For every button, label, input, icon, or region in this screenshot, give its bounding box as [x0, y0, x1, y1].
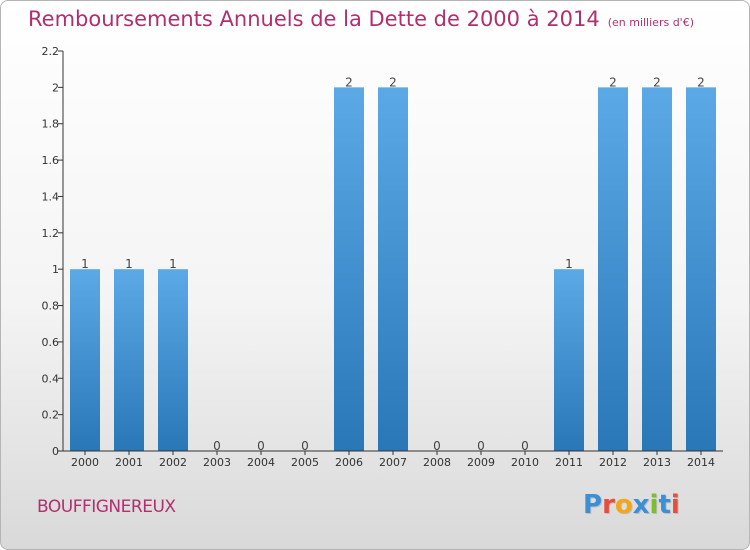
x-tick-label: 2008	[423, 456, 451, 469]
y-tick-label: 0.4	[42, 372, 60, 385]
y-tick-label: 1	[52, 263, 59, 276]
data-label: 2	[697, 75, 705, 89]
y-tick-label: 0.2	[42, 409, 60, 422]
bar	[334, 87, 364, 451]
logo-letter: r	[602, 490, 615, 520]
data-label: 2	[609, 75, 617, 89]
y-tick-label: 1.2	[42, 227, 60, 240]
data-label: 0	[213, 439, 221, 453]
logo-letter: P	[583, 490, 603, 520]
logo-letter: i	[649, 490, 659, 520]
y-tick-label: 2	[52, 81, 59, 94]
data-label: 0	[257, 439, 265, 453]
x-tick-label: 2010	[511, 456, 539, 469]
logo-letter: t	[658, 490, 671, 520]
x-tick-label: 2011	[555, 456, 583, 469]
y-tick-label: 1.8	[42, 118, 60, 131]
x-tick-label: 2000	[71, 456, 99, 469]
commune-name: BOUFFIGNEREUX	[37, 497, 176, 517]
bar	[378, 87, 408, 451]
proxiti-logo[interactable]: Proxiti	[583, 490, 680, 520]
x-tick-label: 2004	[247, 456, 275, 469]
bar	[686, 87, 716, 451]
data-label: 2	[345, 75, 353, 89]
y-tick-label: 0.6	[42, 336, 60, 349]
data-label: 1	[169, 257, 177, 271]
y-tick-label: 0	[52, 445, 59, 458]
bar	[554, 269, 584, 451]
x-tick-label: 2003	[203, 456, 231, 469]
y-tick-label: 1.6	[42, 154, 60, 167]
chart-title-text: Remboursements Annuels de la Dette de 20…	[28, 7, 600, 31]
bar	[642, 87, 672, 451]
bars-group	[70, 87, 716, 451]
y-tick-label: 2.2	[42, 45, 60, 58]
data-label: 1	[81, 257, 89, 271]
data-label: 0	[433, 439, 441, 453]
logo-letter: o	[614, 490, 633, 520]
x-tick-label: 2014	[687, 456, 715, 469]
data-label: 0	[301, 439, 309, 453]
x-tick-label: 2001	[115, 456, 143, 469]
x-tick-label: 2013	[643, 456, 671, 469]
bar	[158, 269, 188, 451]
chart-subtitle: (en milliers d'€)	[607, 16, 694, 29]
bar	[70, 269, 100, 451]
logo-letter: x	[632, 490, 650, 520]
y-tick-label: 0.8	[42, 300, 60, 313]
x-tick-label: 2012	[599, 456, 627, 469]
axes-group: 00.20.40.60.811.21.41.61.822.22000120011…	[42, 45, 723, 469]
bar	[598, 87, 628, 451]
y-tick-label: 1.4	[42, 190, 60, 203]
chart-title: Remboursements Annuels de la Dette de 20…	[28, 7, 694, 31]
data-label: 0	[477, 439, 485, 453]
data-label: 0	[521, 439, 529, 453]
bar	[114, 269, 144, 451]
x-tick-label: 2007	[379, 456, 407, 469]
x-tick-label: 2009	[467, 456, 495, 469]
x-tick-label: 2005	[291, 456, 319, 469]
data-label: 2	[389, 75, 397, 89]
data-label: 2	[653, 75, 661, 89]
data-label: 1	[125, 257, 133, 271]
data-label: 1	[565, 257, 573, 271]
x-tick-label: 2006	[335, 456, 363, 469]
logo-letter: i	[670, 490, 680, 520]
x-tick-label: 2002	[159, 456, 187, 469]
